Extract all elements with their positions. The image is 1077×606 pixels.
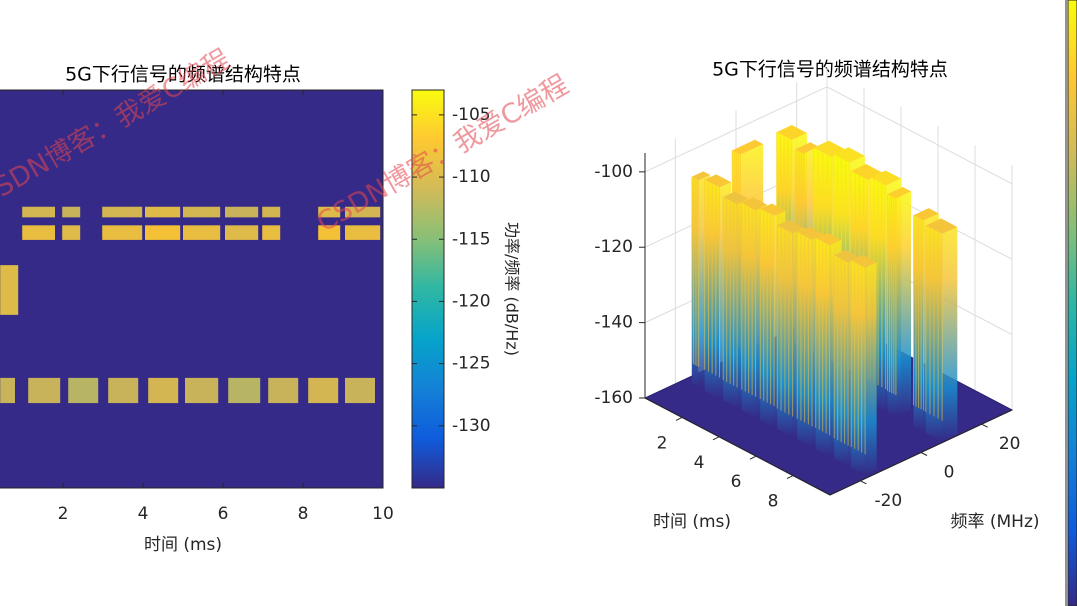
colorbar-tick-label: -105 bbox=[452, 105, 491, 125]
z-tick-label: -160 bbox=[594, 388, 633, 408]
surface-chart: 5G下行信号的频谱结构特点 -100 -120 -140 -160 2 4 6 8 -20 0 20 时… bbox=[594, 59, 1039, 533]
heatmap-cell bbox=[228, 377, 261, 404]
x-tick bbox=[675, 416, 683, 421]
surface-side bbox=[895, 191, 912, 418]
y-tick bbox=[860, 480, 867, 485]
colorbar-tick-label: -130 bbox=[452, 416, 491, 436]
grid-line bbox=[826, 86, 1013, 185]
heatmap-cell bbox=[262, 225, 281, 240]
surface-top bbox=[777, 219, 805, 234]
z-tick-label: -100 bbox=[594, 162, 633, 182]
y-axis-label: 频率 (MHz) bbox=[950, 512, 1039, 532]
heatmap-cell bbox=[0, 265, 19, 315]
surface-top bbox=[723, 191, 749, 205]
x-axis bbox=[644, 397, 831, 496]
x-tick bbox=[712, 436, 720, 441]
x-tick bbox=[786, 475, 794, 480]
x-tick-label: 8 bbox=[298, 504, 309, 524]
x-tick-label: 8 bbox=[768, 492, 779, 512]
surface-top bbox=[851, 254, 877, 268]
heatmap-cell bbox=[268, 377, 299, 404]
heatmap-cell bbox=[62, 225, 81, 240]
x-axis-label: 时间 (ms) bbox=[144, 535, 222, 555]
z-tick-label: -140 bbox=[594, 313, 633, 333]
heatmap-cell bbox=[22, 225, 55, 240]
heatmap-chart: 5G下行信号的频谱结构特点 2 4 6 8 10 时间 (ms) -105 -110 -115 -1… bbox=[0, 64, 522, 555]
heatmap-background bbox=[0, 90, 383, 488]
colorbar bbox=[411, 89, 445, 489]
surface-top bbox=[795, 142, 819, 154]
x-tick-label: 6 bbox=[731, 472, 742, 492]
surface-top bbox=[691, 171, 711, 181]
surface-top bbox=[870, 170, 901, 186]
heatmap-cell bbox=[318, 206, 341, 218]
colorbar-tick-label: -110 bbox=[452, 167, 491, 187]
heatmap-cell bbox=[345, 225, 381, 240]
heatmap-cell bbox=[318, 225, 341, 240]
surface-top bbox=[834, 249, 860, 263]
chart-title: 5G下行信号的频谱结构特点 bbox=[65, 64, 301, 86]
heatmap-cell bbox=[185, 377, 219, 404]
heatmap-cell bbox=[183, 225, 221, 240]
heatmap-cell bbox=[108, 377, 139, 404]
heatmap-cell bbox=[102, 206, 143, 218]
heatmap-cell bbox=[0, 377, 16, 404]
surface-top bbox=[797, 226, 824, 240]
x-tick bbox=[749, 455, 757, 460]
heatmap-cell bbox=[148, 377, 179, 404]
surface-top bbox=[760, 203, 786, 217]
heatmap-cell bbox=[262, 206, 281, 218]
surface-side bbox=[942, 226, 958, 442]
y-tick-label: 20 bbox=[999, 434, 1021, 454]
heatmap-cell bbox=[225, 206, 259, 218]
colorbar-tick-label: -120 bbox=[452, 291, 491, 311]
heatmap-cell bbox=[225, 225, 259, 240]
surface-top bbox=[741, 197, 768, 211]
x-tick-label: 6 bbox=[218, 504, 229, 524]
heatmap-cell bbox=[28, 377, 61, 404]
surface-top bbox=[732, 139, 764, 155]
surface-top bbox=[913, 208, 939, 221]
heatmap-cell bbox=[145, 206, 181, 218]
heatmap-cell bbox=[102, 225, 143, 240]
chart-title: 5G下行信号的频谱结构特点 bbox=[712, 59, 948, 81]
colorbar-tick-label: -115 bbox=[452, 229, 491, 249]
x-tick-label: 4 bbox=[138, 504, 149, 524]
plot-frame bbox=[0, 89, 384, 489]
heatmap-cell bbox=[62, 206, 81, 218]
heatmap-cell bbox=[183, 206, 221, 218]
surface-top bbox=[833, 147, 865, 163]
heatmap-cell bbox=[68, 377, 99, 404]
heatmap-cell bbox=[22, 206, 55, 218]
heatmap-cell bbox=[345, 206, 381, 218]
surface-side bbox=[865, 262, 877, 475]
colorbar-tick-label: -125 bbox=[452, 354, 491, 374]
x-tick-label: 2 bbox=[657, 433, 668, 453]
surface-top bbox=[925, 218, 958, 235]
x-axis-label: 时间 (ms) bbox=[653, 512, 731, 532]
x-tick-label: 10 bbox=[372, 504, 394, 524]
surface-top bbox=[704, 174, 732, 188]
heatmap-cell bbox=[145, 225, 181, 240]
heatmap-cell bbox=[308, 377, 339, 404]
y-tick bbox=[981, 423, 988, 428]
cropped-colorbar bbox=[1067, 0, 1077, 606]
y-tick-label: 0 bbox=[944, 463, 955, 483]
x-tick-label: 4 bbox=[694, 453, 705, 473]
surface-top bbox=[815, 232, 842, 246]
y-tick bbox=[920, 452, 928, 456]
surface-top bbox=[887, 187, 912, 199]
x-tick-label: 2 bbox=[58, 504, 69, 524]
surface-top bbox=[776, 125, 807, 141]
y-tick-label: -20 bbox=[874, 491, 902, 511]
colorbar-label: 功率/频率 (dB/Hz) bbox=[503, 222, 522, 356]
heatmap-cell bbox=[345, 377, 375, 404]
z-tick-label: -120 bbox=[594, 237, 633, 257]
